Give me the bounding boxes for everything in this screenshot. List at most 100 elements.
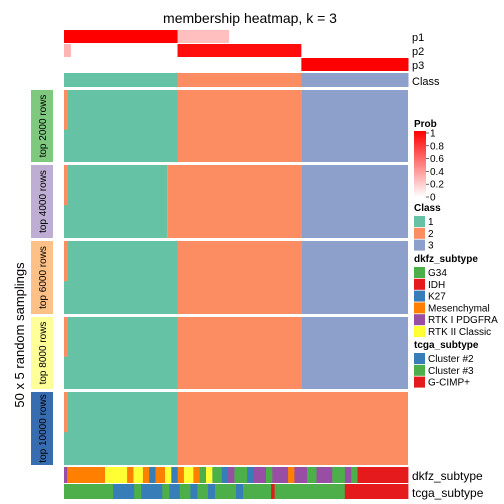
legend-title-tcga_subtype: tcga_subtype xyxy=(414,340,479,351)
group-1-edge-strip xyxy=(64,90,68,130)
dkfz-cell-0 xyxy=(64,467,68,483)
group-5-edge-strip xyxy=(64,392,68,433)
tcga-cell-10 xyxy=(214,484,237,499)
chart-title: membership heatmap, k = 3 xyxy=(163,10,337,26)
group-3-class-2-block xyxy=(177,241,302,314)
legend-prob-label-4: 0.2 xyxy=(430,180,444,191)
group-5-class-2-block xyxy=(177,392,408,465)
prob-cell-p1-1 xyxy=(177,30,230,43)
tcga-cell-5 xyxy=(169,484,181,499)
dkfz-cell-8 xyxy=(164,467,172,483)
dkfz-cell-9 xyxy=(171,467,179,483)
group-2-class-1-block xyxy=(64,165,168,238)
dkfz-cell-15 xyxy=(212,467,223,483)
legend-prob-gradient xyxy=(414,131,426,197)
legend-prob-label-1: 0.8 xyxy=(430,141,444,152)
legend-label-dkfz_subtype-2: K27 xyxy=(428,292,446,303)
tcga-cell-6 xyxy=(179,484,191,499)
group-label-bar-1 xyxy=(31,90,53,162)
legend-swatch-dkfz_subtype-4 xyxy=(414,314,425,326)
legend-label-tcga_subtype-0: Cluster #2 xyxy=(428,354,474,365)
group-3-class-3-block xyxy=(301,241,408,314)
legends: Prob10.80.60.40.20Class123dkfz_subtypeG3… xyxy=(414,119,498,389)
tcga-cell-11 xyxy=(236,484,244,499)
group-label-bar-2 xyxy=(31,165,53,238)
legend-label-class-2: 3 xyxy=(428,241,434,252)
legend-title-prob: Prob xyxy=(414,119,437,130)
top-annotation-rows: p1 p2 p3 Class xyxy=(64,30,440,88)
dkfz-cell-13 xyxy=(199,467,207,483)
dkfz-cell-3 xyxy=(127,467,134,483)
tcga-cell-14 xyxy=(274,484,346,499)
group-4-class-1-block xyxy=(64,317,178,389)
membership-heatmap-body xyxy=(64,90,408,465)
group-3-class-1-block xyxy=(64,241,178,314)
row-group-labels: top 2000 rows top 4000 rows top 6000 rows t… xyxy=(31,90,53,465)
row-label-p3: p3 xyxy=(412,60,424,72)
prob-cell-p3-1 xyxy=(301,58,409,71)
legend-swatch-dkfz_subtype-5 xyxy=(414,326,425,337)
dkfz-cell-21 xyxy=(265,467,273,483)
dkfz-cell-28 xyxy=(344,467,352,483)
class-cell-1 xyxy=(64,73,179,87)
group-1-class-1-block xyxy=(64,90,178,162)
dkfz-cell-2 xyxy=(105,467,128,483)
legend-label-class-1: 2 xyxy=(428,229,434,240)
legend-label-tcga_subtype-2: G-CIMP+ xyxy=(428,378,470,389)
dkfz-cell-4 xyxy=(133,467,144,483)
dkfz-cell-19 xyxy=(247,467,254,483)
legend-swatch-dkfz_subtype-0 xyxy=(414,267,425,278)
legend-label-dkfz_subtype-0: G34 xyxy=(428,268,447,279)
legend-prob-label-3: 0.4 xyxy=(430,167,444,178)
dkfz-cell-5 xyxy=(142,467,150,483)
tcga-cell-1 xyxy=(113,484,135,499)
prob-cell-p2-0 xyxy=(64,44,72,57)
group-label-3: top 6000 rows xyxy=(38,246,49,309)
legend-prob-label-0: 1 xyxy=(430,129,436,140)
tcga-cell-4 xyxy=(162,484,170,499)
dkfz-cell-6 xyxy=(149,467,156,483)
legend-swatch-class-1 xyxy=(414,227,425,239)
tcga-cell-9 xyxy=(207,484,216,499)
group-label-5: top 10000 rows xyxy=(38,394,49,462)
legend-swatch-dkfz_subtype-3 xyxy=(414,302,425,314)
dkfz-cell-12 xyxy=(193,467,201,483)
legend-swatch-class-2 xyxy=(414,239,425,251)
group-1-class-3-block xyxy=(301,90,408,162)
group-4-class-2-block xyxy=(177,317,302,389)
group-4-edge-strip xyxy=(64,317,68,357)
group-label-2: top 4000 rows xyxy=(38,170,49,233)
tcga-cell-0 xyxy=(64,484,114,499)
dkfz-cell-17 xyxy=(228,467,235,483)
tcga-cell-8 xyxy=(197,484,209,499)
prob-cell-p3-0 xyxy=(64,58,302,71)
dkfz-cell-24 xyxy=(294,467,308,483)
dkfz-cell-27 xyxy=(332,467,346,483)
prob-cell-p1-2 xyxy=(229,30,409,43)
dkfz-cell-25 xyxy=(307,467,317,483)
y-axis-label: 50 x 5 random samplings xyxy=(12,262,27,408)
dkfz-cell-7 xyxy=(155,467,166,483)
tcga-cell-7 xyxy=(190,484,198,499)
dkfz-cell-1 xyxy=(67,467,106,483)
legend-swatch-tcga_subtype-1 xyxy=(414,364,425,376)
legend-prob-label-5: 0 xyxy=(430,193,436,204)
tcga-cell-3 xyxy=(141,484,163,499)
legend-swatch-tcga_subtype-0 xyxy=(414,353,425,364)
legend-swatch-class-0 xyxy=(414,216,425,227)
prob-cell-p2-1 xyxy=(70,44,179,57)
group-label-4: top 8000 rows xyxy=(38,322,49,385)
legend-label-dkfz_subtype-5: RTK II Classic xyxy=(428,327,491,338)
bottom-annotation-rows: dkfz_subtype tcga_subtype xyxy=(64,467,484,500)
dkfz-cell-22 xyxy=(272,467,289,483)
dkfz-cell-30 xyxy=(357,467,409,483)
group-2-class-2-block xyxy=(167,165,302,238)
group-2-edge-strip xyxy=(64,165,68,206)
group-2-class-3-block xyxy=(301,165,408,238)
dkfz-cell-26 xyxy=(316,467,333,483)
row-label-p1: p1 xyxy=(412,32,424,44)
tcga-cell-15 xyxy=(344,484,409,499)
prob-cell-p1-0 xyxy=(64,30,179,43)
dkfz-cell-11 xyxy=(183,467,194,483)
